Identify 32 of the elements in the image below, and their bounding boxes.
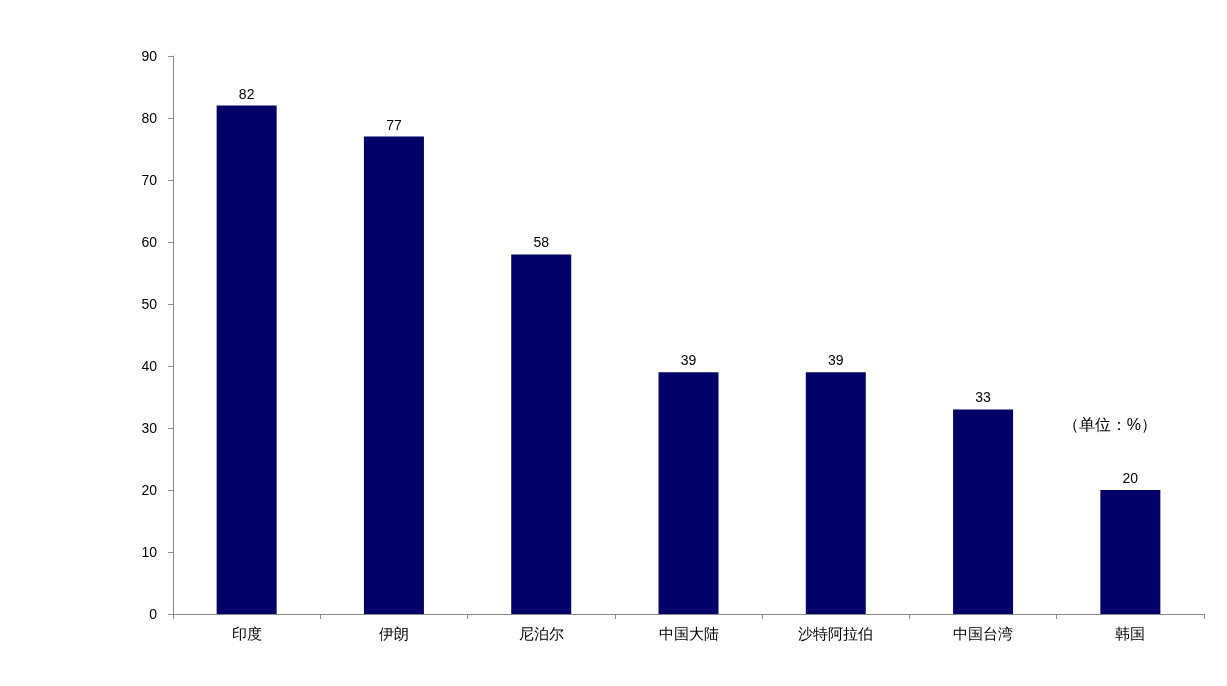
data-label: 58: [533, 234, 550, 251]
y-tick-label: 90: [141, 48, 158, 64]
y-tick-label: 50: [141, 296, 158, 312]
data-label: 20: [1122, 470, 1139, 486]
bar: [658, 372, 719, 614]
y-tick-label: 40: [141, 358, 158, 374]
x-tick-label: 韩国: [1115, 625, 1146, 642]
bar: [511, 254, 572, 614]
y-tick-label: 20: [141, 482, 158, 498]
annotation: （单位：%）: [1062, 415, 1158, 433]
bar: [805, 372, 866, 614]
y-tick-label: 0: [149, 606, 158, 622]
bar: [216, 105, 277, 614]
bar: [363, 136, 424, 614]
bar: [1100, 490, 1161, 614]
data-label: 39: [680, 352, 697, 369]
y-tick-label: 10: [141, 544, 158, 560]
x-tick-label: 中国大陆: [658, 625, 719, 642]
data-label: 77: [386, 116, 402, 133]
y-tick-label: 80: [141, 110, 158, 126]
x-tick-label: 伊朗: [378, 625, 409, 642]
x-tick-label: 沙特阿拉伯: [798, 625, 874, 642]
data-label: 82: [238, 85, 255, 102]
bar: [953, 409, 1014, 614]
x-tick-label: 中国台湾: [953, 625, 1014, 642]
y-tick-label: 70: [141, 172, 158, 188]
x-tick-label: 尼泊尔: [518, 625, 564, 642]
data-label: 33: [975, 389, 992, 406]
y-tick-label: 60: [141, 234, 158, 250]
x-tick-label: 印度: [231, 625, 262, 642]
y-tick-label: 30: [141, 420, 158, 436]
data-label: 39: [828, 352, 844, 369]
